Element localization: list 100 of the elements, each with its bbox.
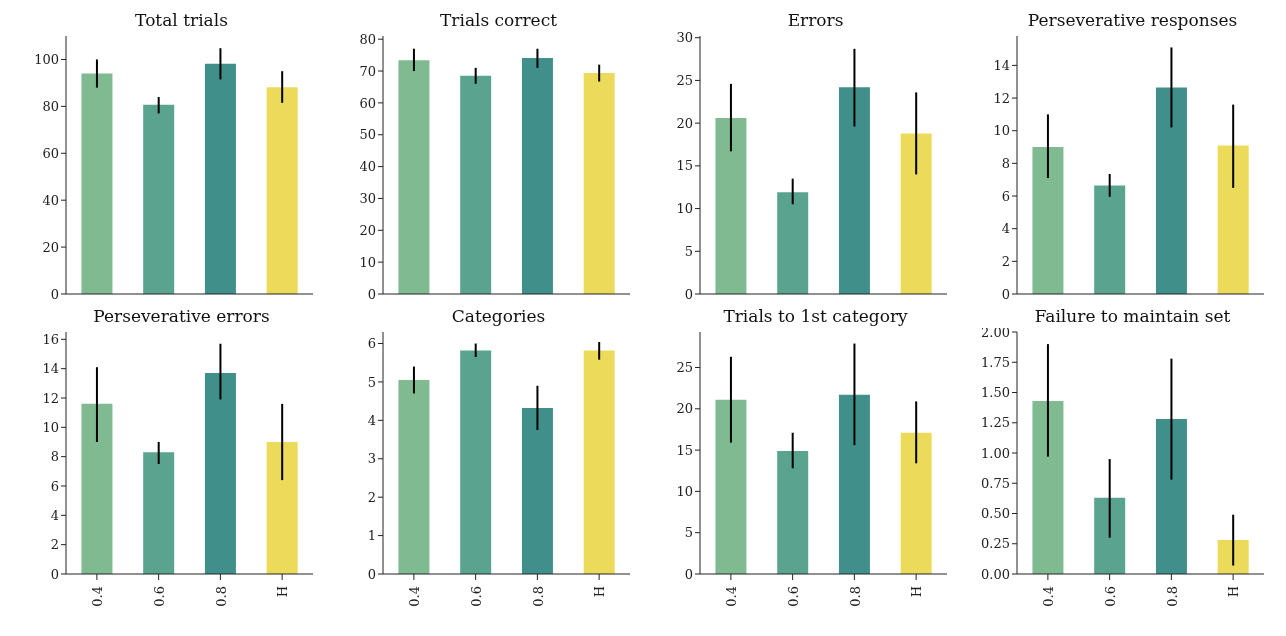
y-tick-label: 6 — [367, 336, 376, 352]
bar — [143, 104, 175, 294]
bar — [398, 380, 430, 574]
bar — [900, 133, 932, 294]
bar — [1032, 147, 1064, 294]
bar — [715, 118, 747, 294]
bar — [900, 432, 932, 574]
y-tick-label: 10 — [359, 254, 376, 270]
y-tick-label: 5 — [684, 243, 693, 259]
y-tick-label: 60 — [359, 95, 376, 111]
y-tick-label: 5 — [367, 374, 376, 390]
bar — [521, 408, 553, 574]
x-tick-label: 0.6 — [785, 586, 801, 607]
y-tick-label: 30 — [676, 30, 693, 46]
bar — [583, 350, 615, 574]
bar — [1094, 497, 1126, 574]
y-tick-label: 8 — [50, 449, 59, 465]
x-tick-label: 0.6 — [1102, 586, 1118, 607]
y-tick-label: 14 — [42, 361, 59, 377]
x-tick-label: H — [1226, 586, 1242, 598]
y-tick-label: 2 — [367, 489, 376, 505]
chart-title: Failure to maintain set — [1034, 306, 1231, 326]
y-tick-label: 15 — [676, 158, 693, 174]
x-tick-label: 0.6 — [468, 586, 484, 607]
y-tick-label: 5 — [684, 525, 693, 541]
x-tick-label: 0.4 — [1041, 586, 1057, 607]
bar — [715, 399, 747, 574]
y-tick-label: 25 — [676, 73, 693, 89]
y-tick-label: 40 — [42, 192, 59, 208]
y-tick-label: 60 — [42, 145, 59, 161]
bar — [143, 452, 175, 574]
y-tick-label: 0 — [50, 286, 59, 302]
y-tick-label: 16 — [42, 331, 59, 347]
bar — [777, 450, 809, 574]
y-tick-label: 4 — [50, 507, 59, 523]
x-tick-label: 0.8 — [213, 586, 229, 607]
y-tick-label: 3 — [367, 451, 376, 467]
y-tick-label: 25 — [676, 360, 693, 376]
y-tick-label: 0 — [684, 566, 693, 582]
y-tick-label: 4 — [367, 412, 376, 428]
y-tick-label: 1.25 — [981, 415, 1010, 431]
y-tick-label: 0 — [50, 566, 59, 582]
y-tick-label: 10 — [993, 123, 1010, 139]
y-tick-label: 50 — [359, 127, 376, 143]
y-tick-label: 6 — [50, 478, 59, 494]
y-tick-label: 12 — [993, 90, 1010, 106]
x-tick-label: 0.4 — [90, 586, 106, 607]
chart-title: Total trials — [134, 9, 229, 32]
y-tick-label: 2 — [50, 537, 59, 553]
y-tick-label: 0 — [367, 286, 376, 302]
bar — [460, 75, 492, 294]
y-tick-label: 1 — [367, 528, 376, 544]
y-tick-label: 20 — [676, 115, 693, 131]
y-tick-label: 2 — [1001, 253, 1010, 269]
bar — [460, 350, 492, 574]
x-tick-label: 0.8 — [530, 586, 546, 607]
y-tick-label: 1.00 — [981, 445, 1010, 461]
y-tick-label: 6 — [1001, 188, 1010, 204]
bar — [266, 87, 298, 294]
y-tick-label: 30 — [359, 191, 376, 207]
y-tick-label: 100 — [34, 52, 59, 68]
y-tick-label: 0 — [1001, 286, 1010, 302]
bar — [81, 73, 113, 294]
bar — [81, 403, 113, 574]
y-tick-label: 80 — [42, 98, 59, 114]
bar — [204, 63, 236, 294]
y-tick-label: 1.50 — [981, 385, 1010, 401]
bar — [1155, 419, 1187, 574]
chart-title: Errors — [786, 9, 845, 32]
y-tick-label: 80 — [359, 31, 376, 47]
chart-title: Trials to 1st category — [722, 305, 909, 328]
bar — [838, 87, 870, 294]
y-tick-label: 20 — [359, 222, 376, 238]
bar — [1094, 185, 1126, 294]
x-tick-label: 0.8 — [847, 586, 863, 607]
y-tick-label: 0 — [367, 566, 376, 582]
y-tick-label: 12 — [42, 390, 59, 406]
bar — [777, 192, 809, 294]
x-tick-label: 0.4 — [724, 586, 740, 607]
y-tick-label: 0.75 — [981, 475, 1010, 491]
bar — [1155, 87, 1187, 294]
y-tick-label: 4 — [1001, 221, 1010, 237]
bar — [583, 72, 615, 294]
y-tick-label: 0 — [684, 286, 693, 302]
chart-title: Categories — [450, 305, 547, 328]
x-tick-label: H — [275, 586, 291, 598]
y-tick-label: 8 — [1001, 155, 1010, 171]
y-tick-label: 10 — [42, 419, 59, 435]
y-tick-label: 0.25 — [981, 536, 1010, 552]
y-tick-label: 0.50 — [981, 506, 1010, 522]
chart-title: Trials correct — [439, 9, 558, 32]
y-tick-label: 14 — [993, 58, 1010, 74]
bar — [266, 442, 298, 574]
y-tick-label: 1.75 — [981, 354, 1010, 370]
x-tick-label: 0.6 — [151, 586, 167, 607]
chart-title: Perseverative responses — [1026, 9, 1239, 32]
x-tick-label: 0.8 — [1164, 586, 1180, 607]
x-tick-label: 0.4 — [407, 586, 423, 607]
y-tick-label: 40 — [359, 159, 376, 175]
bar — [838, 394, 870, 574]
